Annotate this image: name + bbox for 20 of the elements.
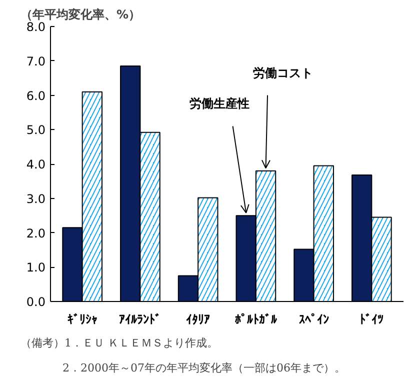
y-axis-title: （年平均変化率、%） <box>20 8 141 22</box>
x-tick-label: ｲﾀﾘｱ <box>186 312 210 326</box>
x-tick-label: ﾎﾟﾙﾄｶﾞﾙ <box>234 312 278 326</box>
y-tick-label: 2.0 <box>26 226 46 240</box>
text: 労働コスト <box>253 66 314 80</box>
text: 2．2000年～07年の年平均変化率（一部は06年まで）。 <box>62 362 346 374</box>
y-tick-label: 6.0 <box>26 88 46 103</box>
y-tick-label: 3.0 <box>26 192 46 206</box>
x-tick-label: ｷﾞﾘｼｬ <box>67 312 98 326</box>
y-tick-label: 1.0 <box>26 260 46 275</box>
y-tick-label: 5.0 <box>26 123 46 138</box>
text: 労働生産性 <box>189 96 250 111</box>
x-tick-label: ｽﾍﾟｲﾝ <box>298 312 329 326</box>
y-tick-label: 0.0 <box>26 295 46 309</box>
y-tick-label: 8.0 <box>26 20 46 34</box>
x-tick-label: ｱｲﾙﾗﾝﾄﾞ <box>119 312 162 326</box>
y-tick-label: 4.0 <box>26 158 46 172</box>
x-tick-label: ﾄﾞｲﾂ <box>360 312 384 326</box>
text: （備考）1．ＥＵ ＫＬＥＭＳより作成。 <box>20 336 218 350</box>
y-tick-label: 7.0 <box>26 54 46 68</box>
